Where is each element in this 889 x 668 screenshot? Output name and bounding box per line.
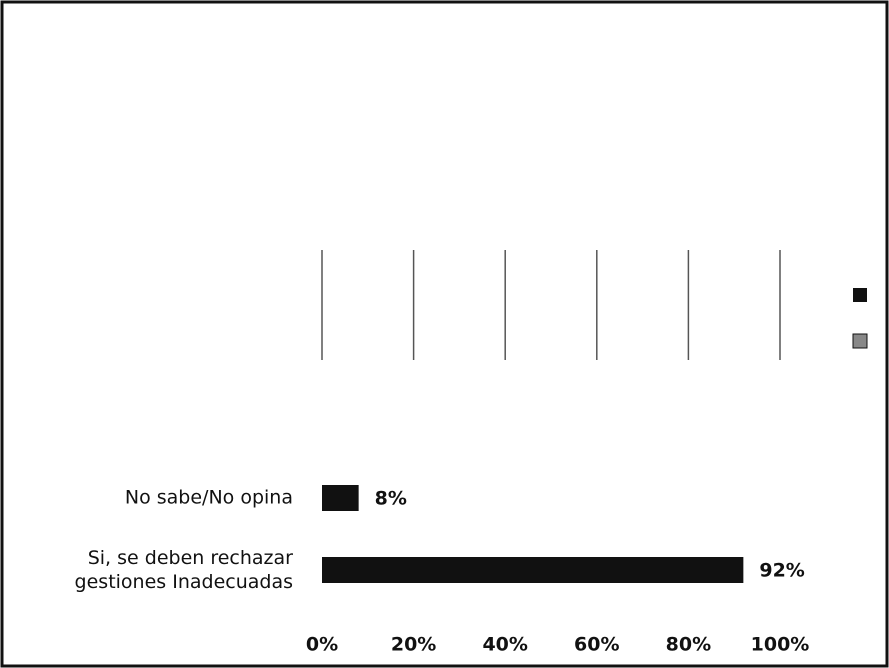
x-tick-label: 40% — [482, 634, 527, 656]
bar — [322, 485, 359, 511]
x-tick-label: 0% — [306, 634, 338, 656]
y-tick-label: No sabe/No opina — [125, 487, 293, 509]
x-tick-label: 80% — [666, 634, 711, 656]
x-tick-label: 60% — [574, 634, 619, 656]
bar — [322, 557, 744, 583]
y-tick-label: Si, se deben rechazar gestiones Inadecuad… — [75, 547, 294, 593]
x-tick-label: 100% — [751, 634, 810, 656]
data-label: 8% — [375, 488, 407, 510]
legend-swatch — [852, 333, 868, 349]
legend-swatch — [853, 288, 867, 302]
data-label: 92% — [759, 560, 804, 582]
x-tick-label: 20% — [391, 634, 436, 656]
